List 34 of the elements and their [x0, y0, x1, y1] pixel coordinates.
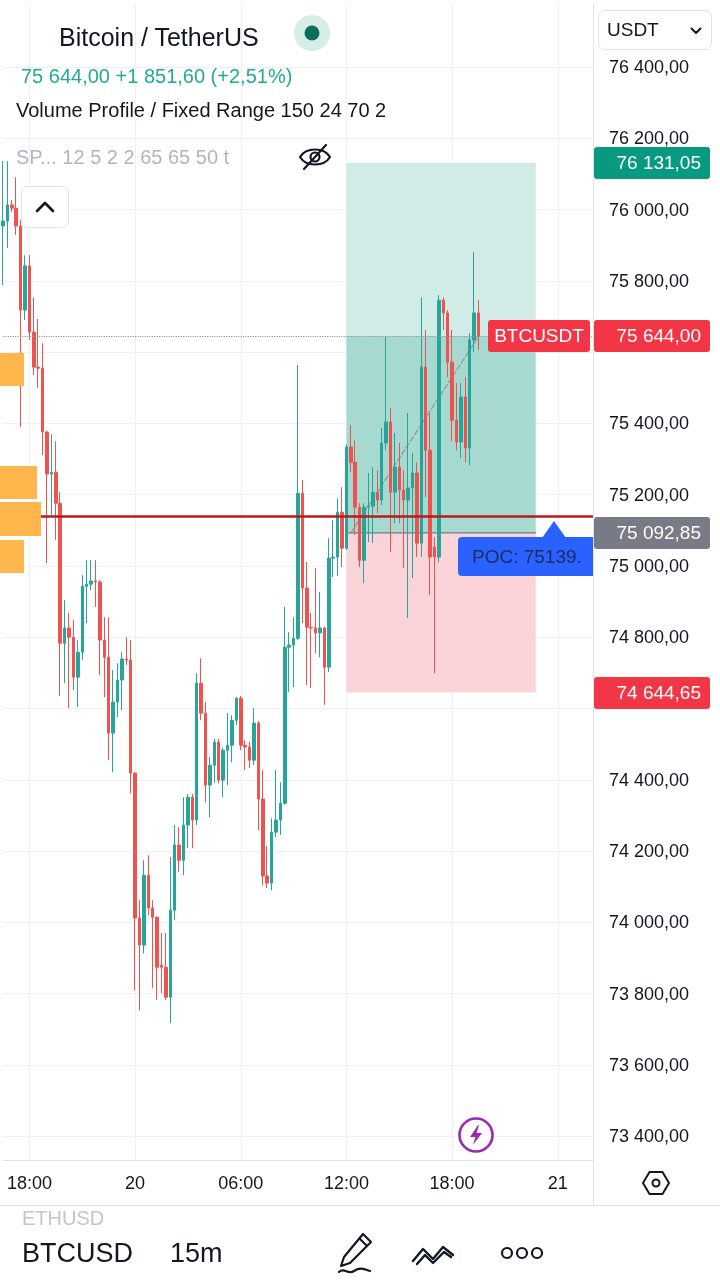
y-tick-label: 73 800,00: [609, 983, 690, 1004]
y-tick-label: 73 400,00: [609, 1126, 690, 1147]
price-tag: 74 644,65: [594, 676, 710, 709]
text: BTCUSD: [22, 1237, 134, 1269]
y-tick-label: 76 000,00: [609, 199, 690, 220]
y-tick-label: 76 400,00: [609, 57, 690, 78]
ref-line-label: POC: 75139.: [458, 537, 593, 577]
currency-dropdown: USDT: [598, 10, 712, 50]
annotation: Volume Profile / Fixed Range 150 24 70 2: [16, 98, 387, 122]
text: 15m: [170, 1237, 223, 1269]
y-tick-label: 73 600,00: [609, 1054, 690, 1075]
x-tick-label: 18:00: [429, 1173, 475, 1193]
price-tag: 75 092,85: [594, 516, 710, 549]
y-tick-label: 74 400,00: [609, 769, 690, 790]
text: 75 644,00 +1 851,60 (+2,51%): [21, 65, 293, 87]
y-tick-label: 76 200,00: [609, 128, 690, 149]
annotation: SP... 12 5 2 2 65 65 50 t: [16, 145, 230, 169]
price-tag: 76 131,05: [594, 146, 710, 179]
price-tag: 75 644,00: [594, 320, 710, 353]
y-tick-label: 75 400,00: [609, 413, 690, 434]
y-tick-label: 75 800,00: [609, 270, 690, 291]
x-tick-label: 21: [547, 1173, 568, 1193]
x-tick-label: 20: [125, 1173, 146, 1193]
y-tick-label: 74 000,00: [609, 912, 690, 933]
x-tick-label: 18:00: [6, 1173, 52, 1193]
price-tag: BTCUSDT: [488, 320, 590, 353]
text: Bitcoin / TetherUS: [59, 22, 259, 51]
y-tick-label: 75 200,00: [609, 484, 690, 505]
x-tick-label: 12:00: [323, 1173, 369, 1193]
x-tick-label: 06:00: [218, 1173, 264, 1193]
y-tick-label: 74 200,00: [609, 841, 690, 862]
y-tick-label: 75 000,00: [609, 555, 690, 576]
text: ETHUSD: [22, 1206, 105, 1230]
y-tick-label: 74 800,00: [609, 627, 690, 648]
